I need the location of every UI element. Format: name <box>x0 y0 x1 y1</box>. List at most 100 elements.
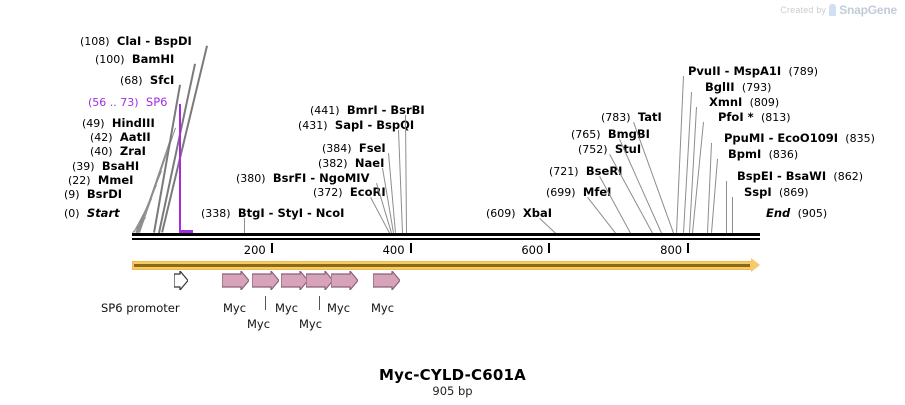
ruler-tick-label: 400 <box>382 243 405 257</box>
site-leader-line <box>732 197 733 233</box>
restriction-site-label[interactable]: (431) SapI - BspQI <box>298 118 415 133</box>
site-position: (372) <box>313 186 343 199</box>
restriction-site-label[interactable]: SspI (869) <box>744 185 809 200</box>
restriction-site-label[interactable]: (22) MmeI <box>68 174 133 188</box>
site-enzyme-name: BsaHI <box>101 159 140 173</box>
site-enzyme-name: BpmI <box>728 147 762 161</box>
restriction-site-label[interactable]: (42) AatII <box>90 130 151 145</box>
ruler-tick <box>687 243 690 253</box>
site-enzyme-name: ClaI - BspDI <box>116 34 192 48</box>
site-position: (869) <box>778 186 809 199</box>
feature-label[interactable]: Myc <box>299 317 323 331</box>
myc-feature-arrow[interactable] <box>373 271 400 290</box>
restriction-site-label[interactable]: (0) Start <box>64 206 120 221</box>
feature-label[interactable]: Myc <box>275 301 299 315</box>
site-position: (441) <box>310 104 340 117</box>
restriction-site-label[interactable]: (721) BseRI <box>549 165 622 179</box>
restriction-site-label[interactable]: (338) BtgI - StyI - NcoI <box>201 207 344 221</box>
site-enzyme-name: TatI <box>637 110 662 124</box>
restriction-site-label[interactable]: PpuMI - EcoO109I (835) <box>724 132 875 146</box>
restriction-site-label[interactable]: (100) BamHI <box>95 52 175 67</box>
sp6-promoter-arrow[interactable] <box>174 271 188 290</box>
restriction-site-label[interactable]: (49) HindIII <box>82 117 155 131</box>
site-position: (862) <box>833 170 863 183</box>
myc-feature-arrow[interactable] <box>222 271 249 290</box>
feature-label[interactable]: Myc <box>327 301 351 315</box>
orf-arrow-head-icon <box>751 258 760 272</box>
site-enzyme-name: NaeI <box>354 156 385 170</box>
site-enzyme-name: Start <box>86 206 120 220</box>
site-enzyme-name: MfeI <box>582 185 612 199</box>
site-position: (108) <box>80 35 110 48</box>
myc-feature-arrow[interactable] <box>331 271 358 290</box>
restriction-site-label[interactable]: (783) TatI <box>601 110 662 125</box>
restriction-site-label[interactable]: (56 .. 73) SP6 <box>88 96 167 110</box>
site-position: (835) <box>845 132 875 145</box>
site-position: (809) <box>749 96 780 109</box>
site-leader-line <box>711 158 718 233</box>
ruler-tick <box>548 243 551 253</box>
site-position: (22) <box>68 174 91 187</box>
feature-label[interactable]: SP6 promoter <box>101 301 180 315</box>
site-position: (384) <box>322 142 352 155</box>
site-enzyme-name: BamHI <box>131 52 175 66</box>
restriction-site-label[interactable]: (372) EcoRI <box>313 186 386 200</box>
sequence-backbone-bottom <box>132 238 760 240</box>
restriction-site-label[interactable]: (39) BsaHI <box>72 159 140 174</box>
restriction-site-label[interactable]: PvuII - MspA1I (789) <box>688 65 818 79</box>
restriction-site-label[interactable]: (384) FseI <box>322 141 386 156</box>
site-position: (68) <box>120 74 143 87</box>
site-position: (382) <box>318 157 348 170</box>
ruler-tick <box>270 243 273 253</box>
restriction-site-label[interactable]: BpmI (836) <box>728 147 799 162</box>
site-enzyme-name: AatII <box>119 130 151 144</box>
restriction-site-label[interactable]: (380) BsrFI - NgoMIV <box>236 172 369 186</box>
restriction-site-label[interactable]: BglII (793) <box>705 81 771 95</box>
page-title: Myc-CYLD-C601A <box>379 366 526 384</box>
restriction-site-label[interactable]: BspEI - BsaWI (862) <box>737 169 863 184</box>
ruler-tick-label: 200 <box>243 243 266 257</box>
site-position: (431) <box>298 119 328 132</box>
restriction-site-label[interactable]: PfoI * (813) <box>718 111 791 125</box>
ruler-tick-label: 800 <box>660 243 683 257</box>
site-position: (783) <box>601 111 631 124</box>
restriction-site-label[interactable]: (9) BsrDI <box>64 187 123 202</box>
site-enzyme-name: SapI - BspQI <box>334 118 415 132</box>
restriction-site-label[interactable]: (441) BmrI - BsrBI <box>310 104 425 118</box>
restriction-site-label[interactable]: End (905) <box>766 207 827 221</box>
restriction-site-label[interactable]: (68) SfcI <box>120 74 174 88</box>
site-position: (380) <box>236 172 266 185</box>
myc-feature-arrow[interactable] <box>252 271 279 290</box>
watermark-prefix: Created by <box>780 5 827 15</box>
restriction-site-label[interactable]: (699) MfeI <box>546 185 612 200</box>
snapgene-logo-icon <box>829 4 837 16</box>
myc-feature-arrow[interactable] <box>306 271 333 290</box>
site-leader-line <box>587 197 616 234</box>
restriction-site-label[interactable]: XmnI (809) <box>709 96 780 110</box>
feature-label[interactable]: Myc <box>247 317 271 331</box>
site-enzyme-name: SspI <box>744 185 772 199</box>
site-position: (813) <box>760 111 791 124</box>
restriction-site-label[interactable]: (609) XbaI <box>486 206 553 221</box>
site-position: (0) <box>64 207 80 220</box>
orf-arrow-core-line <box>134 264 750 267</box>
site-position: (609) <box>486 207 516 220</box>
ruler-tick <box>409 243 412 253</box>
myc-feature-arrow[interactable] <box>281 271 308 290</box>
site-enzyme-name: BsrDI <box>86 187 123 201</box>
site-enzyme-name: FseI <box>358 141 386 155</box>
site-enzyme-name: XbaI <box>522 206 553 220</box>
site-position: (836) <box>768 148 799 161</box>
restriction-site-label[interactable]: (40) ZraI <box>90 144 146 159</box>
site-enzyme-name: ZraI <box>119 144 146 158</box>
feature-label[interactable]: Myc <box>371 301 395 315</box>
site-leader-line <box>676 75 684 233</box>
site-leader-line <box>398 130 403 234</box>
feature-label-connector <box>319 296 320 310</box>
site-position: (40) <box>90 145 113 158</box>
feature-label[interactable]: Myc <box>223 301 247 315</box>
site-enzyme-name: BspEI - BsaWI <box>737 169 827 183</box>
restriction-site-label[interactable]: (108) ClaI - BspDI <box>80 34 192 49</box>
restriction-site-label[interactable]: (382) NaeI <box>318 156 385 171</box>
